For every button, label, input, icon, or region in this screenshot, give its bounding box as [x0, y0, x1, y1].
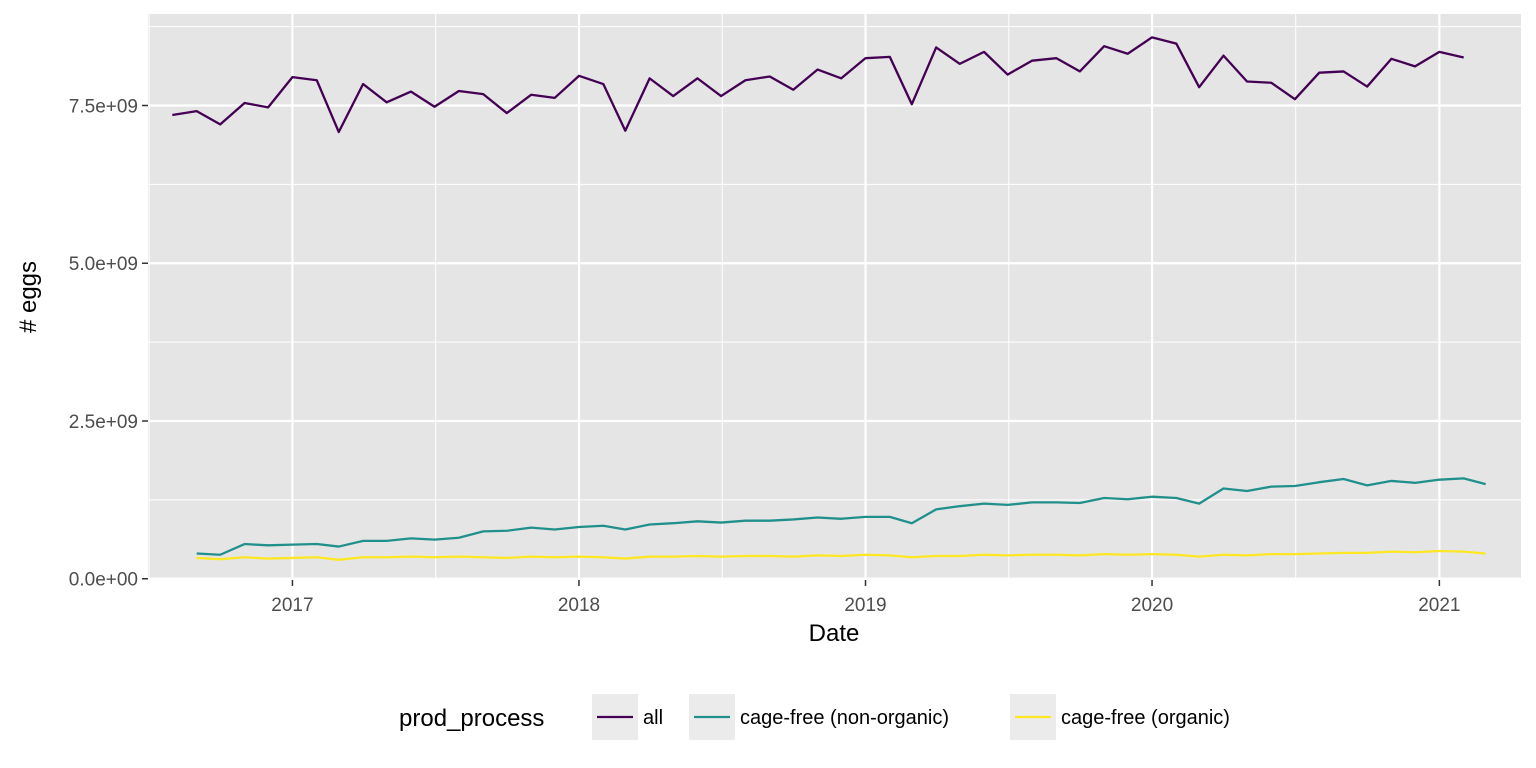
x-tick-label: 2021	[1418, 595, 1460, 616]
series-line-3	[196, 549, 1486, 561]
plot-panel	[148, 14, 1521, 580]
x-tick-label: 2020	[1131, 595, 1173, 616]
legend-label: cage-free (non-organic)	[740, 707, 949, 729]
x-axis: 2017 2018 2019 2020 2021	[271, 580, 1460, 616]
series-line-2	[196, 477, 1486, 556]
legend: prod_process all cage-free (non-organic) c…	[399, 694, 1230, 740]
y-axis: 0.0e+00 2.5e+09 5.0e+09 7.5e+09	[69, 96, 148, 591]
y-tick-label: 5.0e+09	[69, 254, 138, 275]
legend-title: prod_process	[399, 705, 544, 732]
y-tick-label: 7.5e+09	[69, 96, 138, 117]
y-axis-title: # eggs	[15, 261, 42, 333]
x-tick-label: 2019	[844, 595, 886, 616]
x-tick-label: 2017	[271, 595, 313, 616]
series-lines	[172, 36, 1486, 561]
y-tick-label: 0.0e+00	[69, 570, 138, 591]
legend-label: all	[643, 707, 663, 729]
y-tick-label: 2.5e+09	[69, 412, 138, 433]
legend-items: all cage-free (non-organic) cage-free (org…	[592, 694, 1230, 740]
major-gridlines	[148, 14, 1521, 580]
x-axis-title: Date	[809, 620, 860, 647]
x-tick-label: 2018	[558, 595, 600, 616]
minor-gridlines	[148, 14, 1521, 580]
series-line-1	[172, 36, 1464, 134]
legend-label: cage-free (organic)	[1061, 707, 1230, 729]
